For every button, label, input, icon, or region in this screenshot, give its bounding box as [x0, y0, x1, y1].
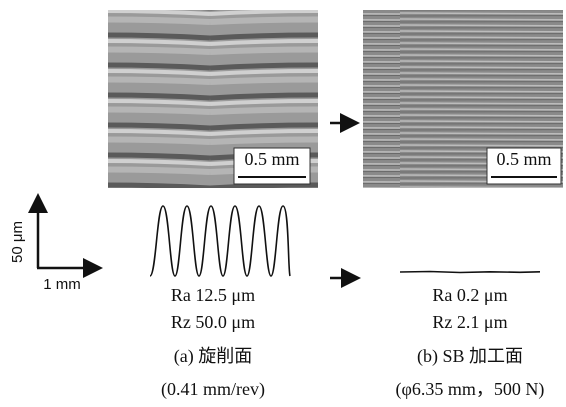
condition: (φ6.35 mm，500 N): [396, 379, 545, 400]
rz-value: Rz 50.0 μm: [171, 312, 255, 332]
figure: 0.5 mm 0.5 mm 50 μm 1 mm Ra 12.5 μm Rz 5…: [0, 0, 566, 407]
ra-value: Ra 12.5 μm: [171, 285, 255, 305]
scale-bar-label: 0.5 mm: [496, 149, 551, 169]
vertical-scale-label: 50 μm: [9, 221, 26, 263]
sb-profile: [400, 272, 540, 273]
scale-bar-label: 0.5 mm: [244, 149, 299, 169]
turned-profile: [150, 206, 290, 276]
horizontal-scale-label: 1 mm: [43, 276, 81, 293]
condition: (0.41 mm/rev): [161, 379, 265, 400]
ra-value: Ra 0.2 μm: [432, 285, 507, 305]
caption: (a) 旋削面: [174, 346, 252, 367]
caption: (b) SB 加工面: [417, 346, 523, 367]
rz-value: Rz 2.1 μm: [432, 312, 507, 332]
